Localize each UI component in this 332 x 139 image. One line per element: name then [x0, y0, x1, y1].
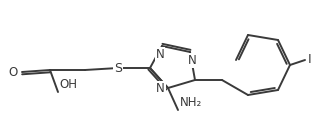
Text: I: I	[308, 53, 312, 65]
Text: N: N	[156, 81, 165, 95]
Text: O: O	[9, 65, 18, 79]
Text: S: S	[114, 61, 122, 75]
Text: NH₂: NH₂	[180, 96, 202, 109]
Text: OH: OH	[59, 78, 77, 91]
Text: N: N	[156, 48, 164, 61]
Text: N: N	[188, 54, 196, 67]
